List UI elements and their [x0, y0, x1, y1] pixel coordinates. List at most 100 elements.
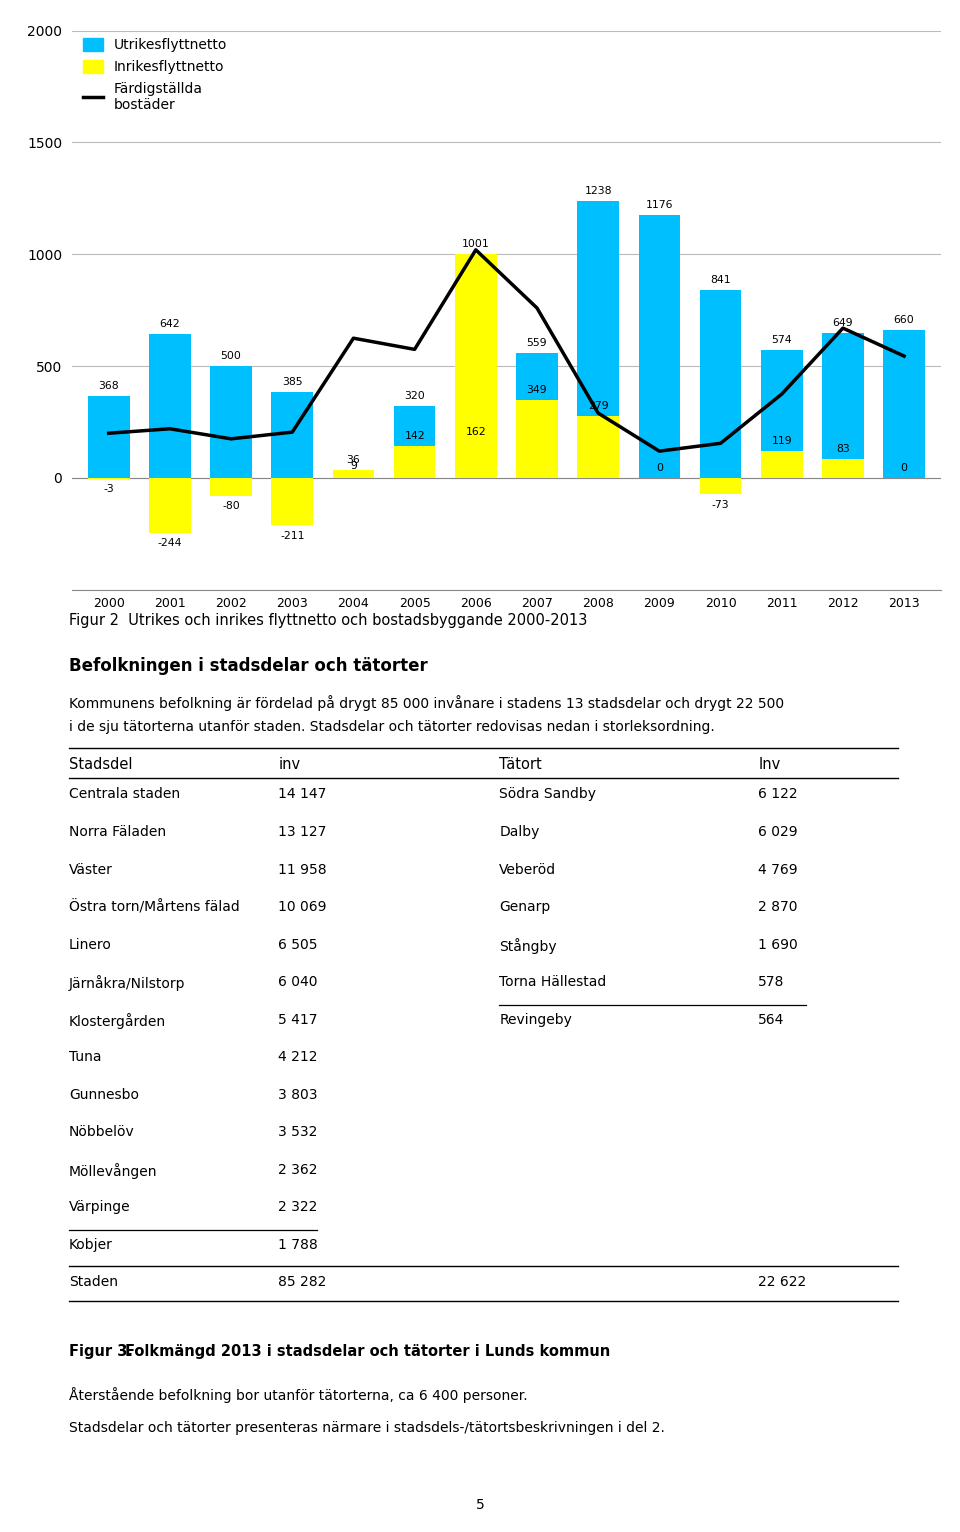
- Text: 0: 0: [656, 463, 662, 473]
- Bar: [577, 415, 619, 478]
- Bar: [638, 214, 681, 478]
- Text: 2 322: 2 322: [278, 1201, 318, 1215]
- Text: 574: 574: [772, 334, 792, 345]
- Text: -211: -211: [280, 530, 304, 541]
- Text: Väster: Väster: [69, 863, 113, 876]
- Text: 4 212: 4 212: [278, 1051, 318, 1065]
- Text: 1 690: 1 690: [758, 938, 798, 951]
- Text: 83: 83: [836, 444, 850, 455]
- Text: Linero: Linero: [69, 938, 112, 951]
- Text: 3 803: 3 803: [278, 1088, 318, 1102]
- Text: 5: 5: [475, 1498, 485, 1512]
- Text: 2 870: 2 870: [758, 901, 798, 915]
- Text: 6 040: 6 040: [278, 976, 318, 990]
- Bar: [700, 290, 741, 478]
- Text: Dalby: Dalby: [499, 824, 540, 840]
- Text: 85 282: 85 282: [278, 1275, 326, 1290]
- Text: -3: -3: [104, 484, 114, 495]
- Text: 578: 578: [758, 976, 784, 990]
- Text: Kobjer: Kobjer: [69, 1238, 113, 1252]
- Text: 2 362: 2 362: [278, 1163, 318, 1177]
- Text: -73: -73: [711, 499, 730, 510]
- Text: 385: 385: [282, 377, 302, 388]
- Text: 649: 649: [832, 319, 853, 328]
- Text: Möllevången: Möllevången: [69, 1163, 157, 1178]
- Text: Norra Fäladen: Norra Fäladen: [69, 824, 166, 840]
- Text: 14 147: 14 147: [278, 787, 326, 801]
- Text: 119: 119: [772, 437, 792, 446]
- Text: 3 532: 3 532: [278, 1124, 318, 1140]
- Text: Inv: Inv: [758, 757, 780, 772]
- Text: 279: 279: [588, 401, 609, 411]
- Bar: [210, 366, 252, 478]
- Text: 22 622: 22 622: [758, 1275, 806, 1290]
- Bar: [883, 331, 924, 478]
- Text: Figur 2  Utrikes och inrikes flyttnetto och bostadsbyggande 2000-2013: Figur 2 Utrikes och inrikes flyttnetto o…: [69, 613, 588, 628]
- Text: 642: 642: [159, 320, 180, 329]
- Text: Stångby: Stångby: [499, 938, 557, 953]
- Text: 1176: 1176: [646, 201, 673, 210]
- Text: Södra Sandby: Södra Sandby: [499, 787, 596, 801]
- Bar: [516, 400, 558, 478]
- Text: inv: inv: [278, 757, 300, 772]
- Text: Värpinge: Värpinge: [69, 1201, 131, 1215]
- Text: 500: 500: [221, 351, 242, 362]
- Bar: [149, 478, 191, 533]
- Text: Torna Hällestad: Torna Hällestad: [499, 976, 607, 990]
- Bar: [822, 460, 864, 478]
- Text: Järnåkra/Nilstorp: Järnåkra/Nilstorp: [69, 976, 185, 991]
- Text: 660: 660: [894, 316, 915, 325]
- Text: 10 069: 10 069: [278, 901, 327, 915]
- Text: 6 505: 6 505: [278, 938, 318, 951]
- Text: 559: 559: [527, 339, 547, 348]
- Text: 349: 349: [527, 385, 547, 395]
- Bar: [700, 478, 741, 495]
- Text: Kommunens befolkning är fördelad på drygt 85 000 invånare i stadens 13 stadsdela: Kommunens befolkning är fördelad på dryg…: [69, 696, 784, 711]
- Text: Återstående befolkning bor utanför tätorterna, ca 6 400 personer.: Återstående befolkning bor utanför tätor…: [69, 1388, 528, 1403]
- Text: Befolkningen i stadsdelar och tätorter: Befolkningen i stadsdelar och tätorter: [69, 657, 428, 676]
- Text: 5 417: 5 417: [278, 1013, 318, 1026]
- Bar: [577, 201, 619, 478]
- Text: 11 958: 11 958: [278, 863, 327, 876]
- Text: 0: 0: [900, 463, 907, 473]
- Bar: [761, 452, 803, 478]
- Text: -80: -80: [222, 501, 240, 512]
- Bar: [272, 392, 313, 478]
- Text: Klostergården: Klostergården: [69, 1013, 166, 1028]
- Text: 36: 36: [347, 455, 360, 466]
- Text: 320: 320: [404, 392, 425, 401]
- Bar: [88, 395, 130, 478]
- Text: Centrala staden: Centrala staden: [69, 787, 180, 801]
- Bar: [455, 441, 496, 478]
- Text: 841: 841: [710, 274, 731, 285]
- Bar: [332, 476, 374, 478]
- Text: 162: 162: [466, 427, 486, 437]
- Text: Staden: Staden: [69, 1275, 118, 1290]
- Text: Stadsdelar och tätorter presenteras närmare i stadsdels-/tätortsbeskrivningen i : Stadsdelar och tätorter presenteras närm…: [69, 1422, 665, 1435]
- Bar: [394, 406, 436, 478]
- Text: 564: 564: [758, 1013, 784, 1026]
- Text: Genarp: Genarp: [499, 901, 550, 915]
- Text: -244: -244: [157, 538, 182, 548]
- Text: 6 122: 6 122: [758, 787, 798, 801]
- Text: Folkmängd 2013 i stadsdelar och tätorter i Lunds kommun: Folkmängd 2013 i stadsdelar och tätorter…: [125, 1345, 610, 1359]
- Text: Stadsdel: Stadsdel: [69, 757, 132, 772]
- Bar: [516, 352, 558, 478]
- Bar: [822, 332, 864, 478]
- Text: Östra torn/Mårtens fälad: Östra torn/Mårtens fälad: [69, 901, 240, 915]
- Text: 6 029: 6 029: [758, 824, 798, 840]
- Text: 368: 368: [98, 381, 119, 391]
- Text: 1238: 1238: [585, 187, 612, 196]
- Text: 1001: 1001: [462, 239, 490, 250]
- Bar: [210, 478, 252, 496]
- Bar: [149, 334, 191, 478]
- Bar: [455, 254, 496, 478]
- Text: 1 788: 1 788: [278, 1238, 318, 1252]
- Text: Figur 3.: Figur 3.: [69, 1345, 143, 1359]
- Text: i de sju tätorterna utanför staden. Stadsdelar och tätorter redovisas nedan i st: i de sju tätorterna utanför staden. Stad…: [69, 720, 715, 734]
- Bar: [332, 470, 374, 478]
- Text: 4 769: 4 769: [758, 863, 798, 876]
- Text: Tuna: Tuna: [69, 1051, 102, 1065]
- Bar: [761, 349, 803, 478]
- Legend: Utrikesflyttnetto, Inrikesflyttnetto, Färdigställda
bostäder: Utrikesflyttnetto, Inrikesflyttnetto, Fä…: [84, 38, 228, 112]
